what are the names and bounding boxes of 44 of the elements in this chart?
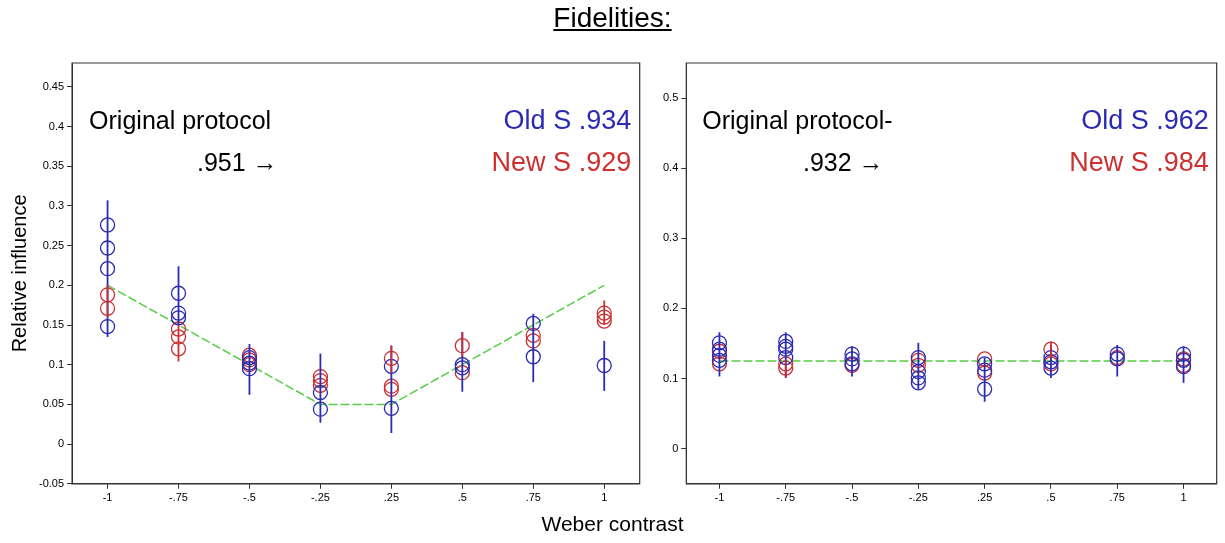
y-axis-title: Relative influence (7, 194, 30, 353)
text: Old S .934 (503, 105, 632, 136)
x-tick-label: -.75 (169, 491, 188, 504)
x-tick-label: -1 (102, 491, 113, 504)
y-tick-label: 0.4 (48, 119, 65, 132)
x-axis-title: Weber contrast (540, 512, 685, 536)
annotation: .932 → (802, 147, 884, 176)
x-tick-label: .75 (1109, 491, 1125, 504)
x-tick-label: 1 (601, 491, 608, 504)
y-tick-label: 0.05 (42, 397, 65, 410)
y-tick-label: 0.2 (662, 301, 679, 314)
x-tick-label: .5 (457, 491, 467, 504)
x-tick-label: -.25 (908, 491, 928, 504)
y-tick-label: 0.45 (42, 79, 65, 92)
y-tick-label: 0.3 (662, 231, 679, 244)
y-tick-label: 0.35 (42, 159, 65, 172)
x-tick-label: -.5 (845, 491, 859, 504)
x-tick-label: -.75 (776, 491, 796, 504)
x-tick-label: .25 (383, 491, 400, 504)
x-tick-label: -.25 (310, 491, 330, 504)
x-tick-label: -.5 (243, 491, 256, 504)
y-tick-label: 0.5 (662, 91, 679, 104)
x-tick-label: .25 (977, 491, 993, 504)
x-tick-label: -1 (714, 491, 725, 504)
y-tick-label: 0.15 (42, 318, 65, 331)
x-tick-label: .5 (1046, 491, 1056, 504)
annotation: Original protocol (89, 105, 272, 134)
chart-title: Fidelities: (552, 2, 673, 34)
y-tick-label: 0.25 (42, 238, 65, 251)
y-tick-label: 0.1 (662, 371, 679, 384)
y-tick-label: 0 (672, 441, 679, 454)
annotation: .951 → (196, 147, 278, 176)
x-tick-label: .75 (525, 491, 541, 504)
text: New S .984 (1069, 147, 1209, 178)
y-tick-label: -0.05 (38, 476, 65, 489)
y-tick-label: 0.1 (48, 357, 65, 370)
y-tick-label: 0 (57, 437, 65, 450)
text: New S .929 (491, 147, 632, 178)
annotation: Original protocol- (702, 105, 893, 134)
text: Old S .962 (1081, 105, 1209, 136)
y-tick-label: 0.4 (662, 161, 679, 174)
y-tick-label: 0.3 (48, 198, 65, 211)
y-tick-label: 0.2 (48, 278, 65, 291)
x-tick-label: 1 (1180, 491, 1187, 504)
